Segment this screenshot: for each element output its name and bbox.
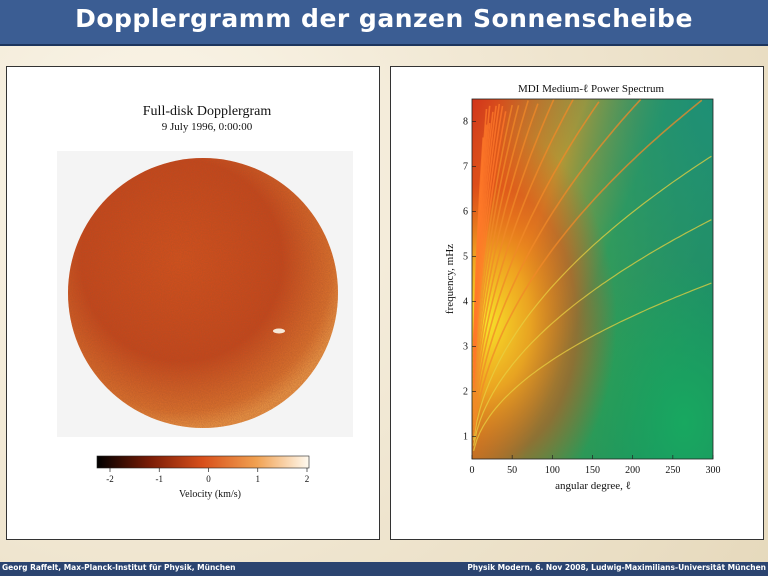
p-mode-ridge (472, 105, 520, 399)
y-tick-label: 1 (463, 432, 468, 443)
x-tick-label: 250 (665, 465, 680, 476)
colorbar-tick-label: 0 (206, 474, 211, 484)
y-tick-label: 3 (463, 342, 468, 353)
y-tick-label: 2 (463, 387, 468, 398)
p-mode-ridge (472, 99, 574, 420)
spectrum-hot-region (472, 99, 713, 459)
power-spectrum-panel: MDI Medium-ℓ Power Spectrum 0 50 100 150 200… (390, 66, 764, 540)
p-mode-ridge (472, 101, 600, 425)
x-tick-label: 100 (545, 465, 560, 476)
x-axis-ticks: 0 50 100 150 200 250 300 (470, 455, 721, 476)
colorbar-tick-label: -2 (106, 474, 114, 484)
power-spectrum-figure: MDI Medium-ℓ Power Spectrum 0 50 100 150 200… (444, 83, 721, 492)
x-tick-label: 50 (507, 465, 517, 476)
x-tick-label: 150 (585, 465, 600, 476)
y-tick-label: 4 (463, 297, 468, 308)
x-tick-label: 300 (706, 465, 721, 476)
y-axis-ticks: 1 2 3 4 5 6 7 8 (463, 117, 476, 443)
colorbar-tick-label: 1 (256, 474, 261, 484)
colorbar-label: Velocity (km/s) (179, 489, 241, 500)
dopplergram-title: Full-disk Dopplergram (143, 104, 272, 119)
footer-bar: Georg Raffelt, Max-Planck-Institut für P… (0, 562, 768, 576)
x-tick-label: 200 (625, 465, 640, 476)
footer-event: Physik Modern, 6. Nov 2008, Ludwig-Maxim… (467, 563, 766, 572)
y-tick-label: 8 (463, 117, 468, 128)
p-mode-ridge (472, 99, 703, 436)
y-tick-label: 7 (463, 162, 468, 173)
p-mode-ridge (472, 137, 484, 342)
slide-title: Dopplergramm der ganzen Sonnenscheibe (75, 4, 693, 33)
colorbar-tick-label: 2 (305, 474, 310, 484)
sunspot (273, 328, 285, 334)
p-mode-ridge (472, 103, 539, 410)
x-axis-label: angular degree, ℓ (555, 480, 631, 492)
dopplergram-panel: Full-disk Dopplergram 9 July 1996, 0:00:… (6, 66, 380, 540)
title-bar: Dopplergramm der ganzen Sonnenscheibe (0, 0, 768, 46)
y-tick-label: 6 (463, 207, 468, 218)
colorbar-ticks: -2 -1 0 1 2 (106, 468, 309, 484)
chart-title: MDI Medium-ℓ Power Spectrum (518, 83, 665, 95)
dopplergram-figure: Full-disk Dopplergram 9 July 1996, 0:00:… (57, 104, 353, 500)
p-mode-ridge (472, 100, 529, 405)
p-mode-ridges (472, 99, 712, 451)
y-tick-label: 5 (463, 252, 468, 263)
x-tick-label: 0 (470, 465, 475, 476)
p-mode-ridge (473, 219, 712, 446)
dopplergram-date: 9 July 1996, 0:00:00 (162, 121, 253, 133)
sun-granulation (68, 158, 338, 428)
p-mode-ridge (472, 99, 555, 415)
y-axis-label: frequency, mHz (444, 244, 456, 314)
p-mode-ridge (473, 282, 712, 451)
velocity-colorbar (96, 455, 310, 469)
footer-author: Georg Raffelt, Max-Planck-Institut für P… (2, 563, 236, 572)
p-mode-ridge (472, 104, 513, 394)
colorbar-tick-label: -1 (156, 474, 164, 484)
p-mode-ridge (472, 99, 642, 431)
p-mode-ridge (473, 155, 712, 441)
p-mode-ridge (472, 111, 507, 389)
